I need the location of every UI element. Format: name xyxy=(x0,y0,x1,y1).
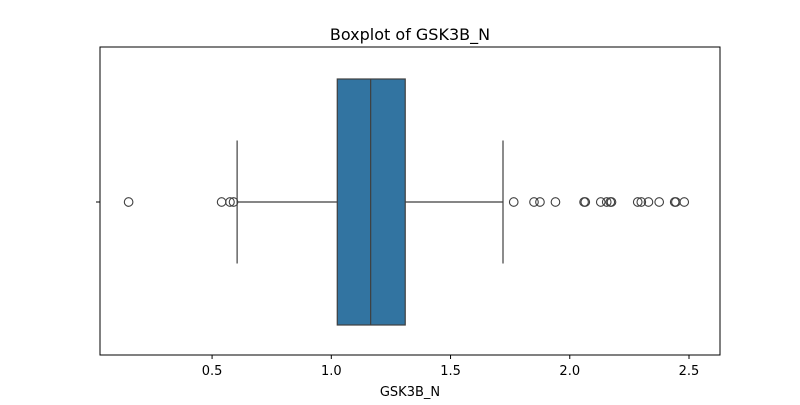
chart-title: Boxplot of GSK3B_N xyxy=(330,25,490,45)
outlier-point xyxy=(595,197,606,207)
outlier-point xyxy=(632,197,643,207)
x-tick-label: 1.5 xyxy=(440,364,461,379)
outlier-point xyxy=(535,197,545,207)
x-tick-label: 2.5 xyxy=(679,364,700,379)
outlier-point xyxy=(580,197,591,207)
outlier-point xyxy=(228,197,239,207)
outlier-point xyxy=(225,197,235,207)
outlier-point xyxy=(643,197,654,207)
x-tick-label: 0.5 xyxy=(202,364,223,379)
outlier-point xyxy=(636,197,647,207)
outlier-point xyxy=(216,197,227,207)
axes-frame xyxy=(99,46,721,356)
x-axis-title: GSK3B_N xyxy=(380,385,440,400)
outlier-point xyxy=(550,197,561,207)
outlier-point xyxy=(529,197,539,207)
outlier-point xyxy=(601,197,612,207)
outlier-point xyxy=(606,197,617,207)
outlier-point xyxy=(508,197,519,207)
plot-area: 0.5 1.0 1.5 2.0 2.5 xyxy=(96,46,721,379)
x-tick-label: 1.0 xyxy=(321,364,342,379)
x-tick-label: 2.0 xyxy=(559,364,580,379)
outlier-point xyxy=(679,197,690,207)
outlier-point xyxy=(123,197,134,207)
outlier-point xyxy=(654,197,665,207)
